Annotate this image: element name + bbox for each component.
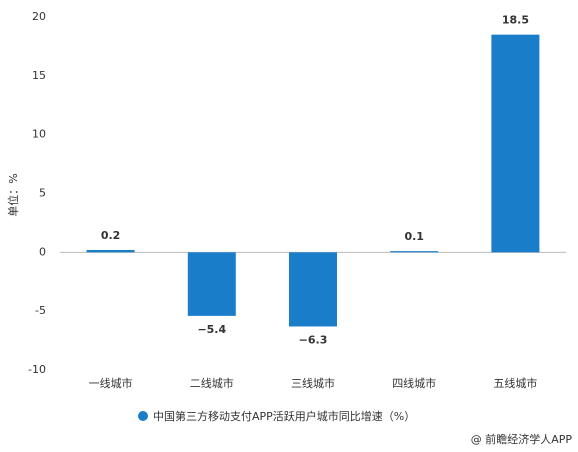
y-tick-label: 0	[39, 245, 46, 258]
value-label: −6.3	[299, 333, 328, 346]
value-label: 18.5	[502, 14, 529, 27]
bar	[187, 252, 236, 316]
bar	[289, 252, 337, 327]
y-tick-label: 10	[32, 128, 46, 141]
y-tick-label: 15	[32, 69, 46, 82]
bar	[390, 251, 439, 253]
value-label: 0.2	[101, 229, 121, 242]
x-tick-label: 三线城市	[291, 376, 335, 390]
y-tick-label: 20	[32, 10, 46, 23]
bar	[491, 34, 540, 253]
value-label: 0.1	[404, 230, 424, 243]
value-label: −5.4	[197, 323, 226, 336]
y-axis-label: 单位：%	[6, 173, 20, 216]
source: @ 前瞻经济学人APP	[471, 432, 573, 446]
y-tick-label: -5	[35, 304, 46, 317]
x-tick-label: 四线城市	[392, 376, 436, 390]
x-tick-label: 一线城市	[89, 376, 133, 390]
y-tick-label: -10	[28, 363, 46, 376]
legend-label: 中国第三方移动支付APP活跃用户城市同比增速（%）	[153, 409, 415, 423]
y-tick-label: 5	[39, 187, 46, 200]
x-tick-label: 二线城市	[190, 376, 234, 390]
legend-marker	[138, 411, 148, 421]
x-tick-label: 五线城市	[493, 376, 537, 390]
bar	[86, 249, 135, 253]
